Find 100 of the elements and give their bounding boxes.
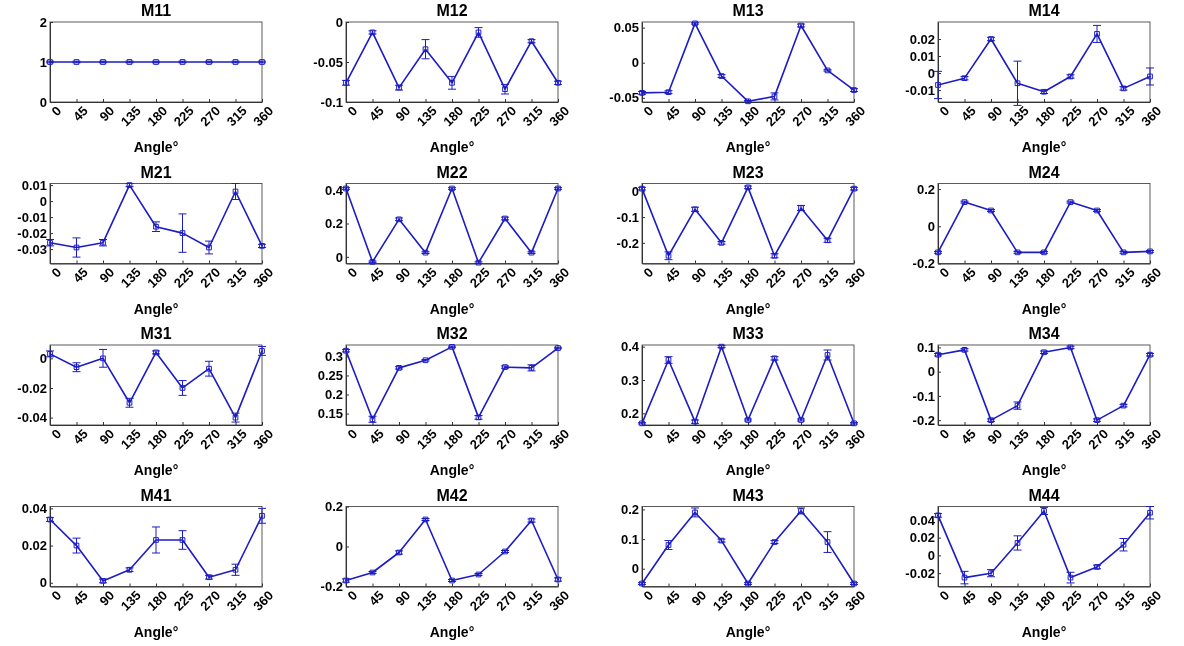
x-tick-label: 225	[762, 587, 789, 614]
y-tick-label: 0	[39, 193, 47, 209]
x-tick-label: 45	[69, 587, 91, 609]
x-tick-label: 360	[546, 103, 573, 130]
x-tick-label: 225	[466, 587, 493, 614]
y-tick-label: -0.01	[905, 82, 935, 98]
x-tick-label: 315	[815, 103, 842, 130]
y-tick-label: 0.02	[909, 31, 935, 47]
x-tick-label: 180	[440, 587, 467, 614]
y-tick-label: -0.05	[313, 54, 343, 70]
point	[179, 537, 186, 543]
y-tick-label: -0.02	[17, 225, 47, 241]
x-tick-label: 225	[170, 103, 197, 130]
x-tick-label: 270	[1085, 587, 1112, 614]
point	[1014, 80, 1021, 87]
x-tick-label: 270	[789, 264, 816, 291]
x-tick-label: 225	[466, 103, 493, 130]
x-axis-title: Angle°	[133, 139, 179, 155]
y-tick-label: 0.2	[620, 502, 639, 518]
x-tick-label: 225	[170, 426, 197, 453]
x-axis-title: Angle°	[429, 462, 475, 478]
x-tick-label: 135	[413, 426, 440, 453]
x-axis-title: Angle°	[133, 300, 179, 317]
x-tick-label: 135	[1005, 103, 1032, 130]
x-tick-label: 90	[984, 587, 1006, 609]
chart-title: M12	[436, 2, 468, 19]
x-tick-label: 135	[117, 426, 144, 453]
x-tick-label: 360	[250, 426, 277, 453]
x-tick-label: 270	[789, 103, 816, 130]
y-tick-label: 0.3	[324, 349, 343, 365]
point	[1094, 31, 1100, 37]
x-tick-label: 180	[440, 264, 467, 291]
point	[100, 355, 106, 362]
x-axis-title: Angle°	[725, 300, 771, 317]
y-tick-label: -0.02	[17, 380, 47, 396]
x-tick-label: 225	[762, 426, 789, 453]
chart-title: M24	[1028, 163, 1060, 181]
x-tick-label: 360	[842, 426, 869, 453]
x-tick-label: 315	[223, 103, 250, 130]
x-tick-label: 90	[984, 426, 1006, 447]
x-axis-title: Angle°	[1021, 462, 1067, 478]
x-tick-label: 360	[1138, 426, 1165, 453]
y-tick-label: 0	[927, 364, 935, 380]
y-tick-label: 0	[335, 14, 343, 30]
x-tick-label: 135	[709, 587, 736, 614]
x-axis-title: Angle°	[133, 623, 179, 640]
y-tick-label: -0.1	[320, 94, 343, 110]
x-tick-label: 135	[1005, 264, 1032, 291]
x-tick-label: 360	[842, 587, 869, 614]
x-tick-label: 180	[144, 103, 171, 130]
point	[935, 82, 941, 88]
y-tick-label: 0.15	[317, 406, 343, 422]
x-tick-label: 90	[984, 103, 1006, 124]
x-tick-label: 135	[1005, 426, 1032, 453]
x-tick-label: 135	[117, 103, 144, 130]
x-tick-label: 45	[957, 103, 979, 124]
x-tick-label: 180	[1032, 587, 1059, 614]
y-tick-label: -0.02	[905, 565, 935, 581]
x-tick-label: 270	[197, 264, 224, 291]
x-tick-label: 180	[144, 426, 171, 453]
y-tick-label: -0.2	[616, 235, 639, 251]
y-tick-label: 0.2	[324, 499, 343, 515]
y-tick-label: 0	[631, 55, 639, 71]
x-tick-label: 360	[842, 103, 869, 130]
x-axis-title: Angle°	[429, 139, 475, 155]
chart-title: M32	[436, 325, 468, 342]
x-tick-label: 270	[493, 264, 520, 291]
y-tick-label: 0	[631, 183, 639, 199]
x-tick-label: 90	[392, 264, 414, 286]
x-tick-label: 315	[223, 587, 250, 614]
y-tick-label: 0.1	[916, 340, 935, 356]
x-tick-label: 270	[197, 426, 224, 453]
chart-title: M11	[140, 2, 172, 19]
chart-title: M22	[436, 163, 468, 181]
x-tick-label: 360	[546, 587, 573, 614]
chart-title: M42	[436, 486, 468, 504]
y-tick-label: 0.4	[620, 339, 640, 355]
x-tick-label: 360	[250, 103, 277, 130]
x-tick-label: 135	[413, 587, 440, 614]
x-tick-label: 315	[223, 264, 250, 291]
point	[422, 46, 429, 53]
point	[73, 542, 80, 549]
x-tick-label: 360	[250, 264, 277, 291]
x-tick-label: 315	[815, 264, 842, 291]
x-tick-label: 270	[1085, 426, 1112, 453]
x-tick-label: 180	[440, 103, 467, 130]
x-tick-label: 135	[709, 264, 736, 291]
chart-title: M34	[1028, 325, 1060, 342]
x-axis-title: Angle°	[725, 462, 771, 478]
x-tick-label: 45	[661, 426, 683, 447]
point	[206, 244, 212, 251]
x-tick-label: 90	[96, 264, 118, 286]
x-tick-label: 45	[365, 264, 387, 286]
x-tick-label: 225	[466, 426, 493, 453]
x-tick-label: 360	[1138, 103, 1165, 130]
x-tick-label: 45	[661, 103, 683, 124]
y-tick-label: -0.01	[17, 209, 47, 225]
y-tick-label: 0.01	[909, 48, 935, 64]
x-tick-label: 90	[688, 426, 710, 447]
x-tick-label: 45	[661, 587, 683, 609]
